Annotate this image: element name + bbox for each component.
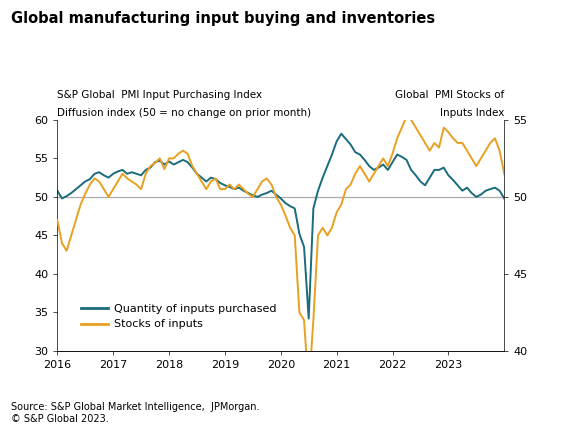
Line: Quantity of inputs purchased: Quantity of inputs purchased xyxy=(57,134,555,318)
Quantity of inputs purchased xyxy=(552,206,559,211)
Quantity of inputs purchased xyxy=(501,196,508,201)
Quantity of inputs purchased xyxy=(459,188,466,193)
Stocks of inputs xyxy=(286,225,293,230)
Quantity of inputs purchased xyxy=(305,316,312,321)
Quantity of inputs purchased xyxy=(338,131,345,136)
Text: Global  PMI Stocks of: Global PMI Stocks of xyxy=(395,90,504,100)
Stocks of inputs xyxy=(501,171,508,176)
Quantity of inputs purchased xyxy=(492,185,499,190)
Stocks of inputs xyxy=(305,387,312,392)
Line: Stocks of inputs: Stocks of inputs xyxy=(57,117,555,389)
Stocks of inputs xyxy=(459,140,466,146)
Stocks of inputs xyxy=(552,217,559,223)
Text: Diffusion index (50 = no change on prior month): Diffusion index (50 = no change on prior… xyxy=(57,108,311,118)
Text: Inputs Index: Inputs Index xyxy=(440,108,504,118)
Stocks of inputs xyxy=(133,182,140,187)
Quantity of inputs purchased xyxy=(105,175,112,180)
Stocks of inputs xyxy=(54,217,61,223)
Quantity of inputs purchased xyxy=(286,204,293,209)
Text: Source: S&P Global Market Intelligence,  JPMorgan.
© S&P Global 2023.: Source: S&P Global Market Intelligence, … xyxy=(11,402,260,424)
Stocks of inputs xyxy=(105,194,112,199)
Stocks of inputs xyxy=(403,114,410,119)
Legend: Quantity of inputs purchased, Stocks of inputs: Quantity of inputs purchased, Stocks of … xyxy=(76,300,281,334)
Text: Global manufacturing input buying and inventories: Global manufacturing input buying and in… xyxy=(11,11,435,26)
Quantity of inputs purchased xyxy=(54,188,61,193)
Text: S&P Global  PMI Input Purchasing Index: S&P Global PMI Input Purchasing Index xyxy=(57,90,262,100)
Quantity of inputs purchased xyxy=(133,171,140,176)
Stocks of inputs xyxy=(492,136,499,141)
